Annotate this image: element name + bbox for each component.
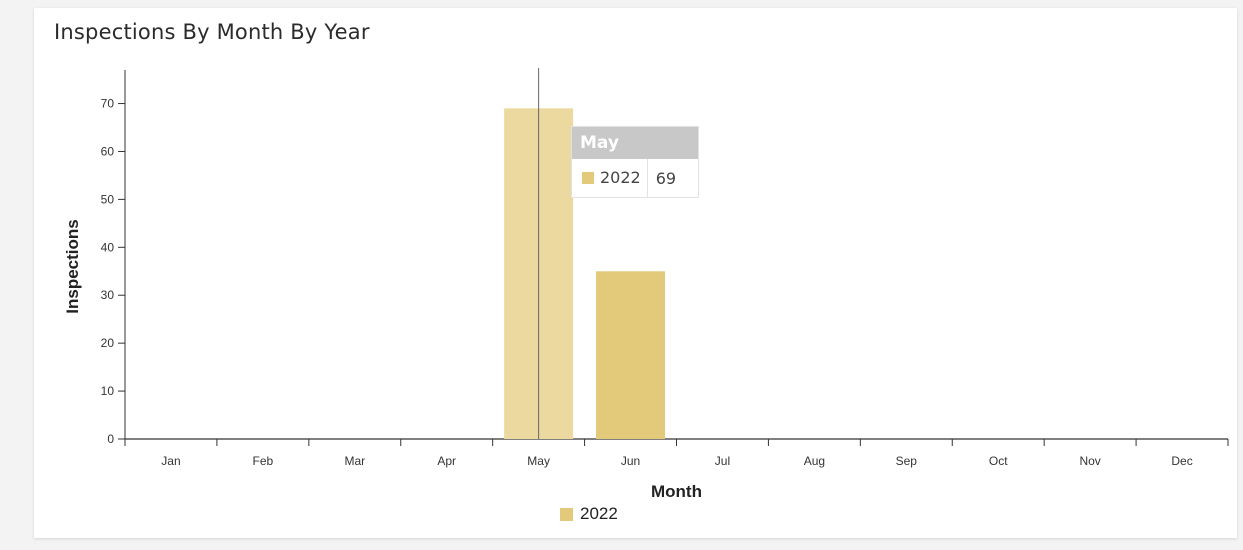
bar-jun[interactable] (596, 271, 666, 439)
chart-tooltip: May 2022 69 (571, 126, 699, 198)
plot-area: 0 10 20 30 40 50 60 70 Jan Feb Mar Apr May Jun Jul Aug S… (63, 68, 1229, 501)
y-tick-label: 0 (107, 432, 114, 446)
x-tick-label-dec: Dec (1171, 454, 1192, 468)
x-tick-label-mar: Mar (344, 454, 365, 468)
tooltip-category: May (572, 127, 698, 159)
y-tick-label: 50 (101, 192, 115, 206)
legend[interactable]: 2022 (560, 504, 618, 524)
x-tick-label-sep: Sep (896, 454, 918, 468)
y-tick-label: 30 (101, 288, 115, 302)
y-tick-label: 20 (101, 336, 115, 350)
tooltip-series-name: 2022 (600, 159, 648, 197)
y-tick-label: 60 (101, 144, 115, 158)
x-tick-label-nov: Nov (1079, 454, 1100, 468)
y-tick-label: 40 (101, 240, 115, 254)
x-tick-label-aug: Aug (804, 454, 825, 468)
tooltip-series-swatch (582, 172, 594, 184)
chart-title: Inspections By Month By Year (54, 20, 370, 44)
x-axis-title: Month (651, 482, 702, 501)
y-axis-title: Inspections (63, 219, 82, 313)
tooltip-value: 69 (655, 168, 677, 188)
tooltip-row: 2022 69 (572, 159, 698, 197)
y-tick-label: 10 (101, 384, 115, 398)
x-tick-label-feb: Feb (253, 454, 274, 468)
x-tick-label-apr: Apr (437, 454, 456, 468)
x-tick-label-jul: Jul (715, 454, 730, 468)
x-tick-label-oct: Oct (989, 454, 1008, 468)
x-tick-label-jun: Jun (621, 454, 640, 468)
x-tick-label-may: May (527, 454, 550, 468)
legend-label-2022: 2022 (580, 504, 618, 523)
x-tick-label-jan: Jan (161, 454, 180, 468)
y-tick-label: 70 (101, 97, 115, 111)
legend-swatch-2022 (560, 507, 573, 521)
